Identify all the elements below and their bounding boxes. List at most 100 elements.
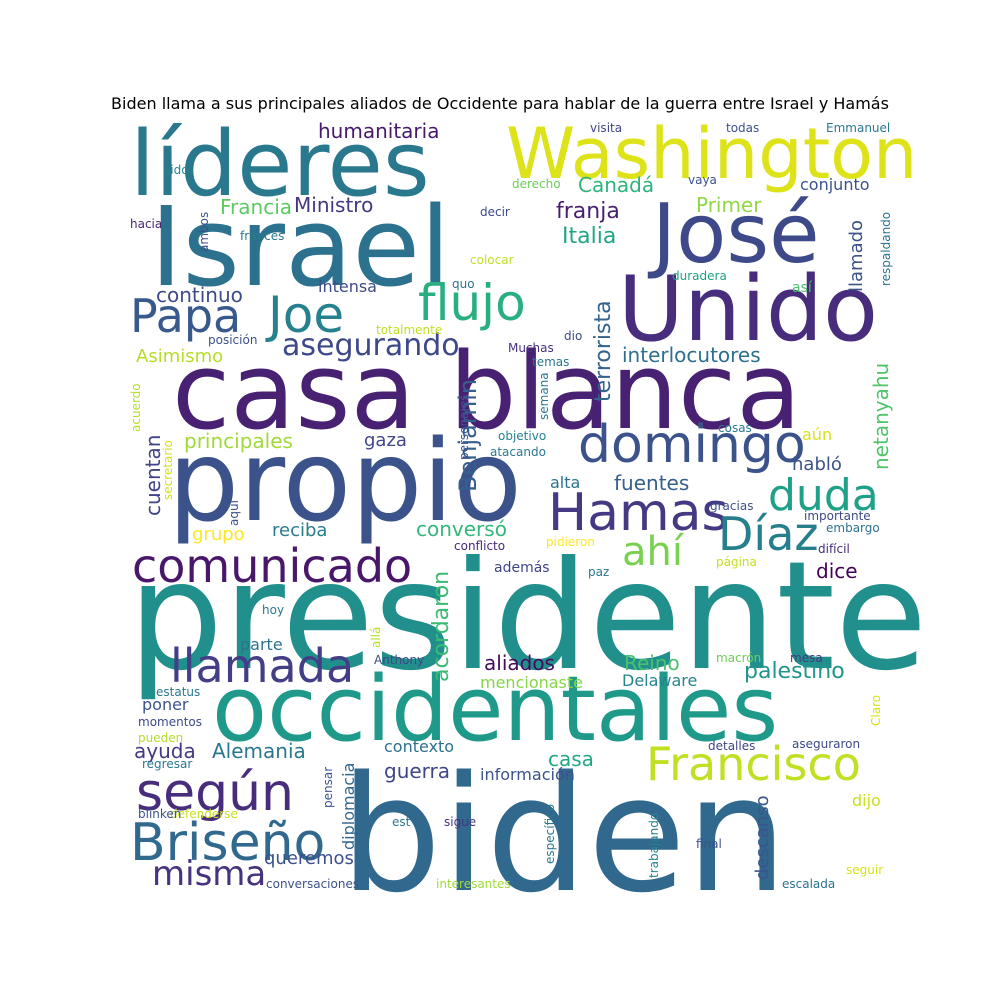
cloud-word: humanitaria [318, 119, 439, 143]
cloud-word: Benjamin [454, 379, 482, 492]
cloud-word: presidente [128, 530, 927, 704]
cloud-word: contexto [384, 737, 454, 756]
cloud-word: francés [240, 229, 284, 243]
cloud-word: Unido [618, 257, 878, 362]
cloud-word: principales [184, 429, 293, 453]
cloud-word: diplomacia [339, 763, 358, 850]
cloud-word: llamado [846, 220, 867, 292]
cloud-word: momentos [138, 715, 202, 729]
cloud-word: temas [532, 355, 569, 369]
cloud-word: quo [452, 277, 475, 291]
cloud-word: interlocutores [622, 343, 761, 367]
cloud-word: detalles [708, 739, 755, 753]
cloud-word: ayuda [134, 739, 196, 763]
cloud-word: reciba [272, 520, 327, 541]
cloud-word: dice [816, 559, 858, 583]
cloud-word: acordaron [429, 571, 454, 682]
cloud-word: misma [152, 854, 266, 894]
cloud-word: sigue [444, 815, 476, 829]
cloud-word: Canadá [578, 173, 654, 197]
cloud-word: Asimismo [136, 346, 223, 367]
cloud-word: fuentes [614, 471, 689, 495]
cloud-word: sido [164, 163, 189, 177]
cloud-word: terrorista [591, 300, 616, 402]
cloud-word: Briseño [130, 813, 325, 873]
cloud-word: además [494, 560, 550, 576]
cloud-word: continuo [156, 283, 243, 307]
cloud-word: totalmente [376, 323, 442, 337]
cloud-word: grupo [192, 524, 245, 545]
cloud-word: Primer [696, 193, 762, 217]
cloud-word: occidentales [212, 657, 778, 762]
cloud-word: conflicto [454, 539, 505, 553]
cloud-word: propio [168, 417, 522, 547]
cloud-word: pensar [321, 767, 335, 808]
cloud-word: franja [556, 199, 620, 224]
cloud-word: biden [340, 741, 787, 928]
cloud-word: vaya [688, 173, 717, 187]
cloud-word: pidieron [546, 535, 595, 549]
cloud-word: Francia [220, 195, 292, 219]
cloud-word: Italia [562, 224, 616, 249]
cloud-word: final [696, 837, 722, 851]
cloud-word: cuentan [141, 435, 165, 516]
cloud-word: visita [590, 121, 622, 135]
cloud-word: regresar [142, 757, 192, 771]
cloud-word: interesantes [436, 877, 511, 891]
cloud-word: defenderse [170, 807, 238, 821]
cloud-word: conversaciones [266, 877, 359, 891]
cloud-word: seguir [846, 863, 883, 877]
cloud-word: casa blanca [172, 330, 801, 453]
cloud-word: así [792, 280, 813, 296]
cloud-word: Emmanuel [826, 121, 890, 135]
cloud-word: duradera [672, 269, 727, 283]
cloud-word: pueden [138, 731, 183, 745]
cloud-word: trabajando [647, 813, 661, 878]
cloud-word: hoy [262, 603, 284, 617]
cloud-word: hacia [130, 217, 162, 231]
cloud-word: información [480, 765, 575, 784]
cloud-word: alta [550, 473, 580, 492]
cloud-word: secretario [161, 440, 175, 500]
cloud-word: Hamas [548, 483, 729, 543]
cloud-word: gaza [364, 430, 407, 451]
cloud-word: respaldando [879, 212, 893, 286]
cloud-word: est [392, 815, 411, 829]
cloud-word: Delaware [622, 671, 697, 690]
cloud-word: Israel [150, 183, 451, 311]
cloud-word: Papa [130, 289, 241, 343]
cloud-word: netanyahu [869, 363, 893, 470]
page-title: Biden llama a sus principales aliados de… [111, 94, 889, 113]
cloud-word: aún [802, 425, 832, 444]
cloud-word: escalada [782, 877, 835, 891]
cloud-word: guerra [384, 759, 450, 783]
cloud-word: comunicado [132, 539, 412, 593]
cloud-word: gracias [710, 499, 753, 513]
cloud-word: importante [804, 509, 871, 523]
cloud-word: atacando [490, 445, 546, 459]
cloud-word: José [647, 187, 820, 282]
cloud-word: Alemania [212, 739, 306, 763]
cloud-word: cosas [718, 421, 752, 435]
cloud-word: llamada [170, 639, 354, 693]
cloud-word: Francisco [646, 737, 861, 791]
cloud-word: Anthony [374, 653, 424, 667]
cloud-word: Muchas [508, 341, 554, 355]
cloud-word: asegurando [282, 328, 460, 363]
cloud-word: difícil [818, 542, 850, 556]
cloud-word: paz [588, 565, 609, 579]
cloud-word: decir [480, 205, 510, 219]
cloud-word: Reino [624, 651, 680, 675]
cloud-word: mencionaste [480, 673, 583, 692]
cloud-word: parte [240, 635, 283, 654]
cloud-word: estatus [156, 685, 200, 699]
cloud-word: conversó [416, 517, 507, 541]
cloud-word: semana [537, 372, 551, 420]
cloud-word: poner [142, 695, 189, 714]
cloud-word: dio [564, 329, 582, 343]
cloud-word: posición [208, 333, 257, 347]
cloud-word: palestino [744, 659, 845, 684]
cloud-word: Ministro [294, 193, 373, 217]
cloud-word: aliados [484, 651, 555, 675]
